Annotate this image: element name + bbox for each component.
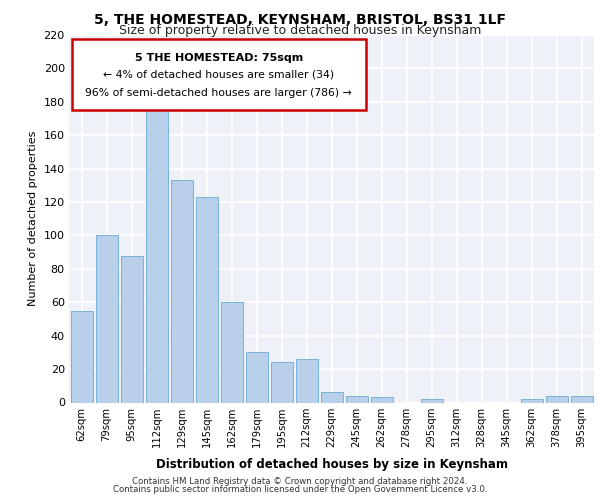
FancyBboxPatch shape (71, 38, 365, 111)
Y-axis label: Number of detached properties: Number of detached properties (28, 131, 38, 306)
Bar (545, 396, 568, 402)
Text: 5, THE HOMESTEAD, KEYNSHAM, BRISTOL, BS31 1LF: 5, THE HOMESTEAD, KEYNSHAM, BRISTOL, BS3… (94, 12, 506, 26)
Bar (221, 302, 242, 402)
X-axis label: Distribution of detached houses by size in Keynsham: Distribution of detached houses by size … (155, 458, 508, 471)
Text: Contains public sector information licensed under the Open Government Licence v3: Contains public sector information licen… (113, 485, 487, 494)
Bar (121, 256, 143, 402)
Bar (71, 310, 92, 402)
Text: Contains HM Land Registry data © Crown copyright and database right 2024.: Contains HM Land Registry data © Crown c… (132, 477, 468, 486)
Bar (245, 352, 268, 403)
Bar (571, 396, 593, 402)
Bar (421, 399, 443, 402)
Bar (95, 236, 118, 402)
Bar (196, 197, 218, 402)
Bar (271, 362, 293, 403)
Text: ← 4% of detached houses are smaller (34): ← 4% of detached houses are smaller (34) (103, 70, 334, 80)
Bar (170, 180, 193, 402)
Bar (296, 359, 317, 403)
Text: 96% of semi-detached houses are larger (786) →: 96% of semi-detached houses are larger (… (85, 88, 352, 99)
Bar (371, 398, 392, 402)
Bar (521, 399, 542, 402)
Text: 5 THE HOMESTEAD: 75sqm: 5 THE HOMESTEAD: 75sqm (134, 52, 303, 62)
Text: Size of property relative to detached houses in Keynsham: Size of property relative to detached ho… (119, 24, 481, 37)
Bar (346, 396, 367, 402)
Bar (320, 392, 343, 402)
Bar (146, 110, 167, 403)
